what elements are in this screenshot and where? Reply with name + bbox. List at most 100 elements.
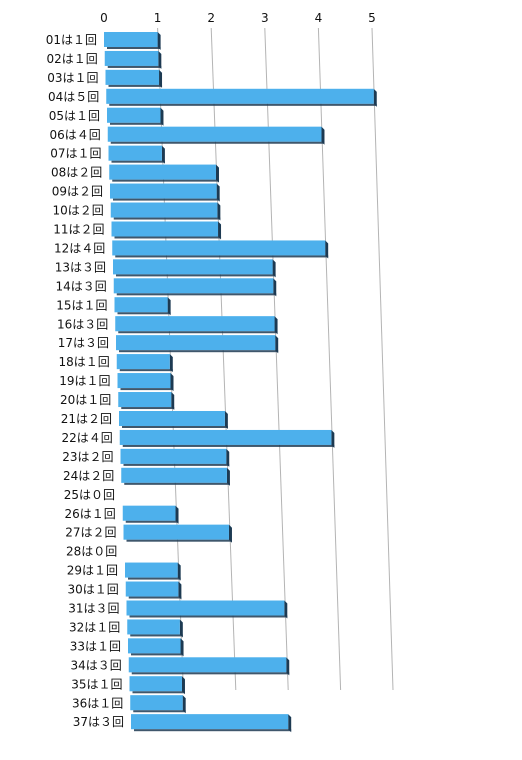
bar-front-face [119,429,332,445]
bar-front-face [113,259,273,275]
bar-front-face [128,657,287,673]
bar-front-face [119,411,225,426]
bar-bottom-edge [131,653,184,656]
bar-front-face [112,240,326,256]
bar-bottom-edge [112,179,219,182]
bar-side-face [272,259,276,278]
bar-front-face [105,69,160,85]
bar-side-face [275,335,279,354]
bar [130,695,186,714]
bar-bottom-edge [107,65,162,68]
bar-side-face [170,373,174,392]
bar [123,524,232,543]
bar-front-face [113,278,274,294]
bar-side-face [157,32,161,50]
bar-front-face [106,88,374,104]
bar [117,373,174,392]
category-label: 35は１回 [71,677,122,691]
bar-side-face [284,600,288,619]
bar [129,676,185,695]
category-label: 09は２回 [52,185,103,199]
bar-side-face [228,524,232,543]
bar [116,335,279,354]
category-label: 16は３回 [57,317,108,331]
bar-side-face [160,107,164,126]
bar-bottom-edge [114,236,222,239]
bar-bottom-edge [131,672,290,675]
bar-front-face [125,581,179,597]
bar-front-face [128,638,181,654]
x-tick-label: 4 [315,11,323,25]
category-label: 37は３回 [73,715,124,729]
bar-front-face [131,714,289,730]
gridline [371,27,394,691]
bar-side-face [321,126,325,145]
bar-bottom-edge [128,596,182,599]
bar [114,297,171,316]
x-tick-label: 5 [368,11,376,25]
category-label: 36は１回 [72,696,123,710]
category-label: 34は３回 [70,658,121,672]
category-label: 04は５回 [48,90,99,104]
bar [119,429,335,448]
bar-bottom-edge [117,312,171,315]
bar-front-face [116,335,276,351]
bar-bottom-edge [110,141,325,144]
bar [105,69,163,88]
bar-bottom-edge [132,691,185,694]
category-label: 25は０回 [64,488,115,502]
category-label: 22は４回 [61,431,112,445]
category-label: 28は０回 [66,545,117,559]
bar-front-face [123,524,229,540]
bar-front-face [110,183,217,199]
bar-front-face [120,448,227,464]
category-label: 18は１回 [58,355,109,369]
bar-side-face [175,505,179,524]
bar [116,354,173,373]
bar-side-face [180,638,184,657]
bar-bottom-edge [119,350,279,353]
bar [104,32,161,50]
x-tick-label: 2 [207,11,215,25]
bar [107,107,164,126]
bar-side-face [331,429,335,448]
bar-front-face [118,392,172,408]
bar-side-face [286,657,290,676]
category-label: 13は３回 [55,260,106,274]
bar-front-face [127,619,180,635]
bar [119,411,228,429]
bar [127,619,183,638]
bar-front-face [117,373,171,389]
category-label: 24は２回 [63,469,114,483]
bar-bottom-edge [110,122,164,125]
bar-front-face [116,354,170,370]
bar-side-face [325,240,329,259]
bar-bottom-edge [108,84,163,87]
bar-front-face [108,145,162,161]
bar [108,145,165,164]
bar [126,600,288,619]
bar-side-face [159,69,163,88]
category-label: 27は２回 [65,526,116,540]
bar [111,221,222,240]
bar-bottom-edge [113,198,220,201]
category-label: 06は４回 [49,128,100,142]
bar-bottom-edge [130,634,183,637]
category-label: 03は１回 [47,71,98,85]
bar [120,448,230,467]
bar-front-face [130,695,183,711]
x-tick-label: 3 [261,11,269,25]
bar-front-face [110,202,218,218]
bar-front-face [107,126,322,142]
bar [128,638,184,657]
bar-bottom-edge [116,274,276,277]
category-label: 19は１回 [59,374,110,388]
bar-front-face [129,676,182,692]
bar-front-face [121,467,227,483]
bar-bottom-edge [109,103,377,106]
category-label: 29は１回 [67,564,118,578]
bar [112,240,329,259]
category-label: 20は１回 [60,393,111,407]
bar-side-face [178,581,182,600]
bar-side-face [373,88,377,107]
